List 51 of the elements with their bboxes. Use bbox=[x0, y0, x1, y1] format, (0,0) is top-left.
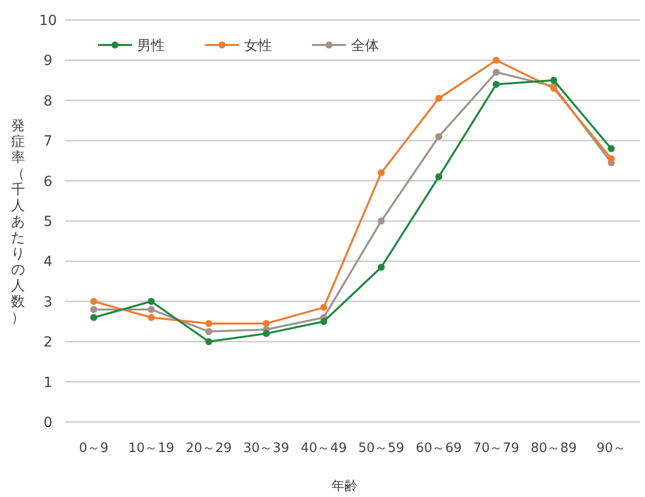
point bbox=[90, 314, 98, 321]
legend-label: 男性 bbox=[137, 38, 165, 54]
point bbox=[205, 328, 212, 336]
point bbox=[90, 306, 98, 313]
legend-label: 女性 bbox=[244, 38, 272, 54]
y-tick-label: 2 bbox=[44, 334, 52, 351]
point bbox=[378, 218, 385, 224]
point bbox=[148, 306, 155, 313]
point bbox=[148, 314, 155, 321]
point bbox=[492, 56, 500, 64]
point bbox=[492, 80, 500, 88]
point bbox=[262, 320, 270, 328]
x-tick-label: 40～49 bbox=[300, 441, 347, 456]
point bbox=[608, 145, 615, 152]
y-tick-label: 10 bbox=[39, 13, 57, 29]
point bbox=[435, 133, 442, 140]
point bbox=[435, 173, 442, 180]
y-tick-label: 1 bbox=[44, 374, 52, 391]
y-tick-label: 8 bbox=[44, 93, 52, 110]
point bbox=[90, 298, 98, 305]
point bbox=[205, 338, 212, 346]
y-tick-label: 3 bbox=[44, 294, 52, 310]
point bbox=[320, 304, 328, 311]
point bbox=[378, 169, 385, 176]
legend-label: 全体 bbox=[351, 38, 379, 54]
y-tick-label: 0 bbox=[44, 415, 52, 431]
y-tick-label: 9 bbox=[44, 53, 52, 70]
point bbox=[205, 320, 212, 328]
x-tick-label: 60～69 bbox=[416, 441, 462, 456]
x-tick-label: 30～39 bbox=[243, 441, 290, 456]
point bbox=[550, 76, 558, 84]
x-tick-label: 80～89 bbox=[530, 441, 577, 456]
y-tick-label: 5 bbox=[44, 214, 52, 230]
point bbox=[262, 330, 270, 338]
y-tick-label: 4 bbox=[44, 254, 53, 270]
point bbox=[492, 68, 500, 76]
point bbox=[435, 94, 442, 102]
x-tick-label: 20～29 bbox=[186, 441, 232, 456]
x-tick-label: 10～19 bbox=[128, 441, 174, 456]
x-tick-label: 70～79 bbox=[473, 441, 520, 456]
x-tick-label: 50～59 bbox=[358, 441, 404, 456]
x-tick-label: 90～ bbox=[596, 441, 626, 456]
x-tick-label: 0～9 bbox=[78, 441, 109, 456]
point bbox=[378, 264, 385, 271]
point bbox=[608, 155, 615, 162]
point bbox=[320, 318, 328, 325]
point bbox=[148, 298, 155, 305]
text: 発症率（千人あたりの人数） bbox=[11, 118, 25, 326]
y-tick-label: 6 bbox=[44, 174, 53, 190]
y-tick-label: 7 bbox=[44, 134, 52, 150]
x-axis-title: 年齢 bbox=[332, 479, 358, 494]
